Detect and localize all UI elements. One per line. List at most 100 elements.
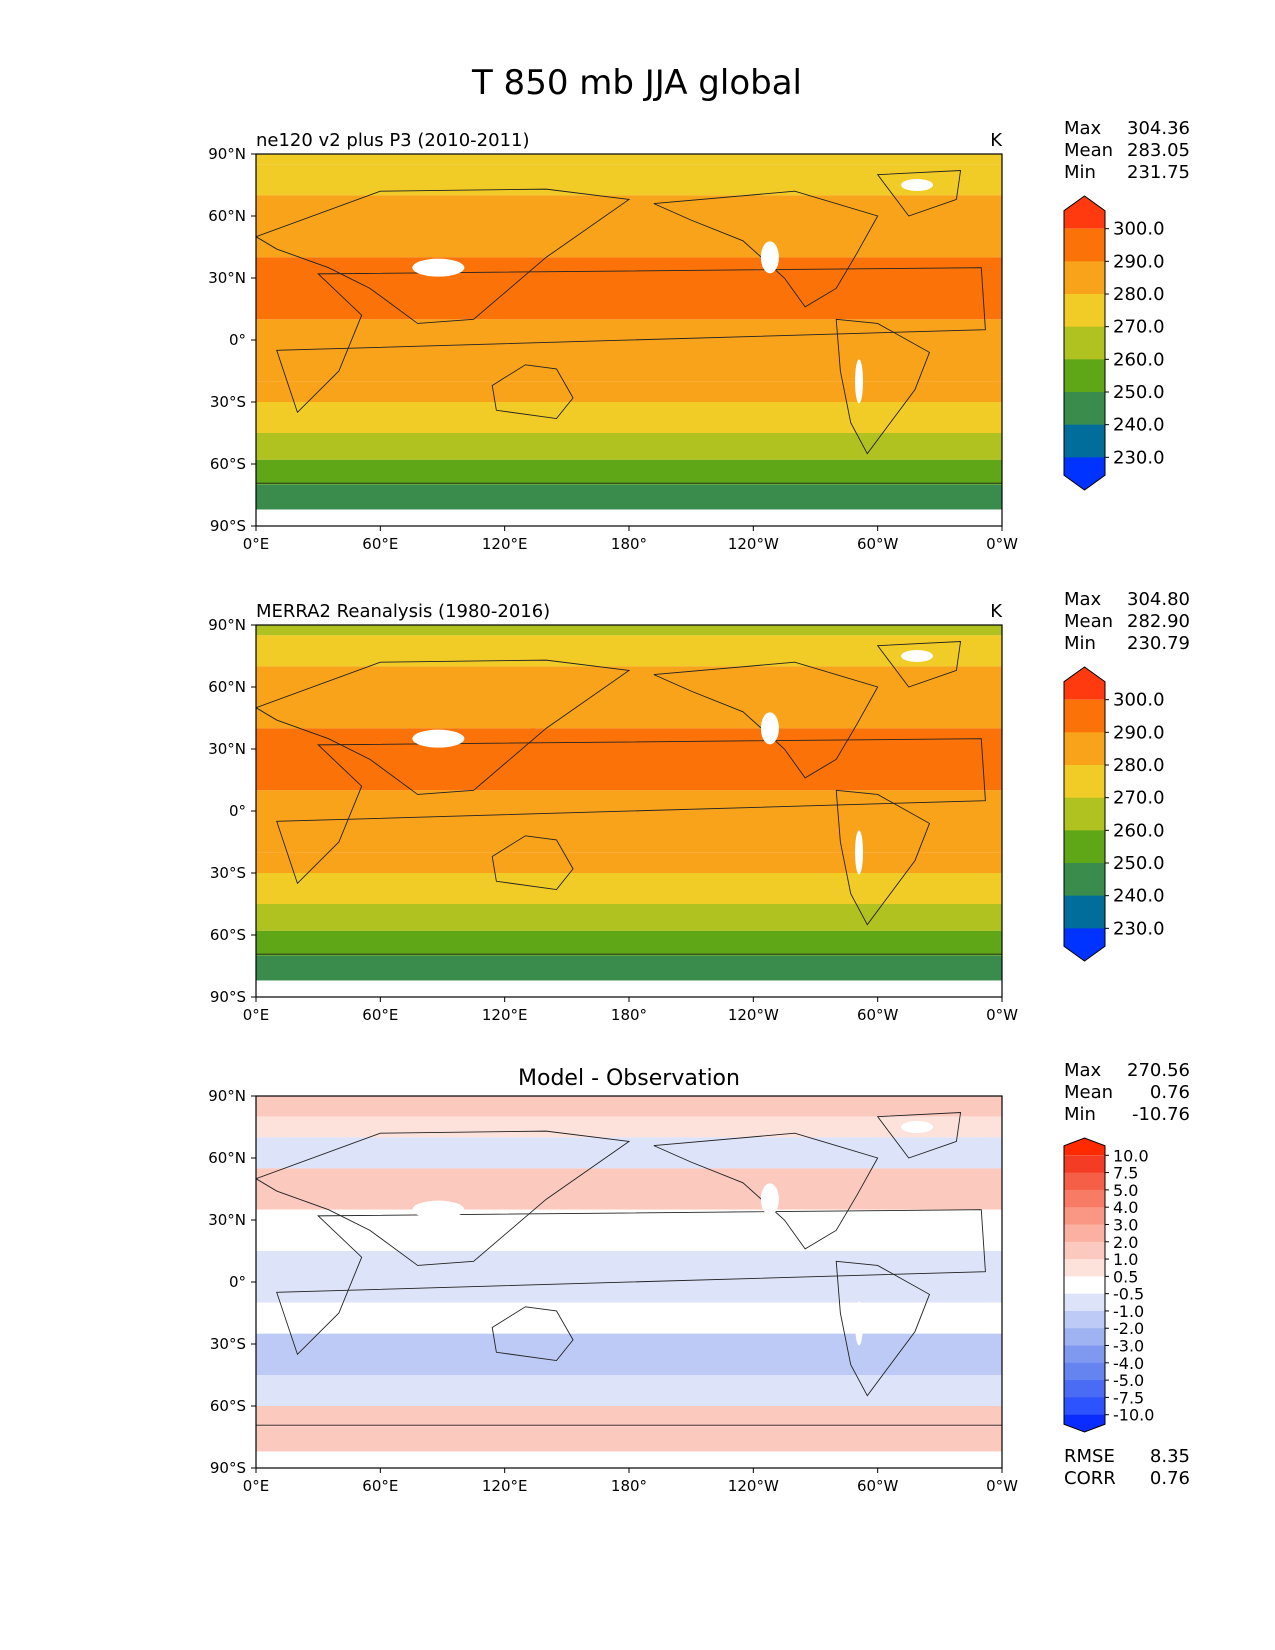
colorbar-outline: [1063, 666, 1106, 962]
colorbar-cell: [1064, 1259, 1105, 1277]
colorbar-cell: [1064, 228, 1105, 262]
x-tick-label: 0°W: [986, 1006, 1018, 1024]
stat-value: 8.35: [1150, 1446, 1190, 1467]
field-band: [256, 1137, 1002, 1169]
stat-label: RMSE: [1064, 1446, 1115, 1467]
stat-value: 0.76: [1150, 1082, 1190, 1103]
colorbar-label: 250.0: [1113, 853, 1165, 874]
colorbar-cell: [1064, 895, 1105, 929]
coastline: [876, 1112, 962, 1159]
coastline: [256, 1130, 631, 1266]
colorbar-label: -5.0: [1113, 1371, 1144, 1390]
colorbar-cell: [1064, 1380, 1105, 1398]
colorbar-outline: [1063, 1137, 1106, 1433]
x-tick-label: 60°W: [857, 1477, 899, 1495]
colorbar-cell: [1064, 732, 1105, 766]
field-band: [256, 1168, 1002, 1210]
colorbar-cell: [1064, 667, 1105, 700]
y-tick-label: 0°: [229, 331, 246, 349]
coastline: [653, 661, 879, 779]
field-band: [256, 433, 1002, 460]
field-band: [256, 164, 1002, 196]
colorbar-label: 7.5: [1113, 1164, 1138, 1183]
colorbar-cell: [1064, 928, 1105, 961]
terrain-mask: [855, 1301, 864, 1346]
field-band: [256, 319, 1002, 382]
field-band: [256, 1333, 1002, 1375]
field-band: [256, 1302, 1002, 1334]
stat-label: Max: [1064, 589, 1102, 610]
stat-label: CORR: [1064, 1468, 1116, 1489]
colorbar-outline: [1063, 195, 1106, 491]
colorbar-label: 1.0: [1113, 1250, 1138, 1269]
terrain-mask: [855, 359, 864, 404]
coastline: [491, 364, 574, 420]
field-band: [256, 1406, 1002, 1427]
field-band: [256, 381, 1002, 402]
field-band: [256, 635, 1002, 667]
colorbar-label: 260.0: [1113, 820, 1165, 841]
colorbar-cell: [1064, 830, 1105, 864]
stat-value: 230.79: [1127, 633, 1190, 654]
panel-units: K: [990, 130, 1003, 151]
colorbar-label: 300.0: [1113, 219, 1165, 240]
terrain-mask: [760, 712, 779, 745]
coastline: [876, 170, 962, 217]
field-band: [256, 257, 1002, 320]
coastline: [491, 835, 574, 891]
x-tick-label: 0°E: [243, 535, 270, 553]
stat-value: 0.76: [1150, 1468, 1190, 1489]
y-tick-label: 90°N: [208, 616, 246, 634]
x-tick-label: 0°E: [243, 1477, 270, 1495]
x-tick-label: 120°E: [482, 1006, 528, 1024]
x-tick-label: 0°E: [243, 1006, 270, 1024]
y-tick-label: 90°S: [210, 1459, 246, 1477]
stat-label: Max: [1064, 118, 1102, 139]
terrain-mask: [901, 1121, 934, 1133]
stat-value: 231.75: [1127, 162, 1190, 183]
colorbar-cell: [1064, 699, 1105, 733]
figure-title: T 850 mb JJA global: [471, 63, 802, 103]
field-band: [256, 1116, 1002, 1138]
colorbar-label: -10.0: [1113, 1406, 1154, 1425]
field-band: [256, 873, 1002, 904]
terrain-mask: [901, 179, 934, 191]
plot-field: [256, 154, 1002, 526]
colorbar-cell: [1064, 196, 1105, 229]
colorbar-label: 230.0: [1113, 918, 1165, 939]
colorbar-cell: [1064, 1293, 1105, 1312]
stat-value: 304.36: [1127, 118, 1190, 139]
field-band: [256, 904, 1002, 931]
coastline: [256, 188, 631, 324]
stat-value: 283.05: [1127, 140, 1190, 161]
colorbar-cell: [1064, 1207, 1105, 1225]
colorbar-label: -7.5: [1113, 1388, 1144, 1407]
x-tick-label: 60°E: [362, 1006, 398, 1024]
field-band: [256, 195, 1002, 258]
coastline: [491, 1306, 574, 1362]
colorbar-cell: [1064, 1310, 1105, 1329]
terrain-mask: [412, 258, 465, 277]
y-tick-label: 0°: [229, 802, 246, 820]
coastline: [256, 1424, 1002, 1468]
x-tick-label: 120°E: [482, 1477, 528, 1495]
panel-difference: 90°N 60°N 30°N 0° 30°S 60°S 90°S0°E 60°E 120°E 18…: [208, 1060, 1190, 1495]
field-band: [256, 666, 1002, 729]
panel-title: Model - Observation: [518, 1066, 740, 1091]
colorbar-cell: [1064, 1155, 1105, 1174]
y-tick-label: 90°N: [208, 145, 246, 163]
colorbar-label: -4.0: [1113, 1354, 1144, 1373]
colorbar-cell: [1064, 457, 1105, 490]
coastline: [835, 1260, 931, 1397]
y-tick-label: 30°N: [208, 1211, 246, 1229]
field-band: [256, 402, 1002, 433]
colorbar-cell: [1064, 1414, 1105, 1432]
field-band: [256, 852, 1002, 873]
colorbar-cell: [1064, 294, 1105, 328]
y-tick-label: 30°S: [210, 393, 246, 411]
y-tick-label: 60°S: [210, 926, 246, 944]
colorbar-cell: [1064, 1397, 1105, 1416]
stat-label: Min: [1064, 1104, 1096, 1125]
coastline: [876, 641, 962, 688]
colorbar-cell: [1064, 261, 1105, 295]
